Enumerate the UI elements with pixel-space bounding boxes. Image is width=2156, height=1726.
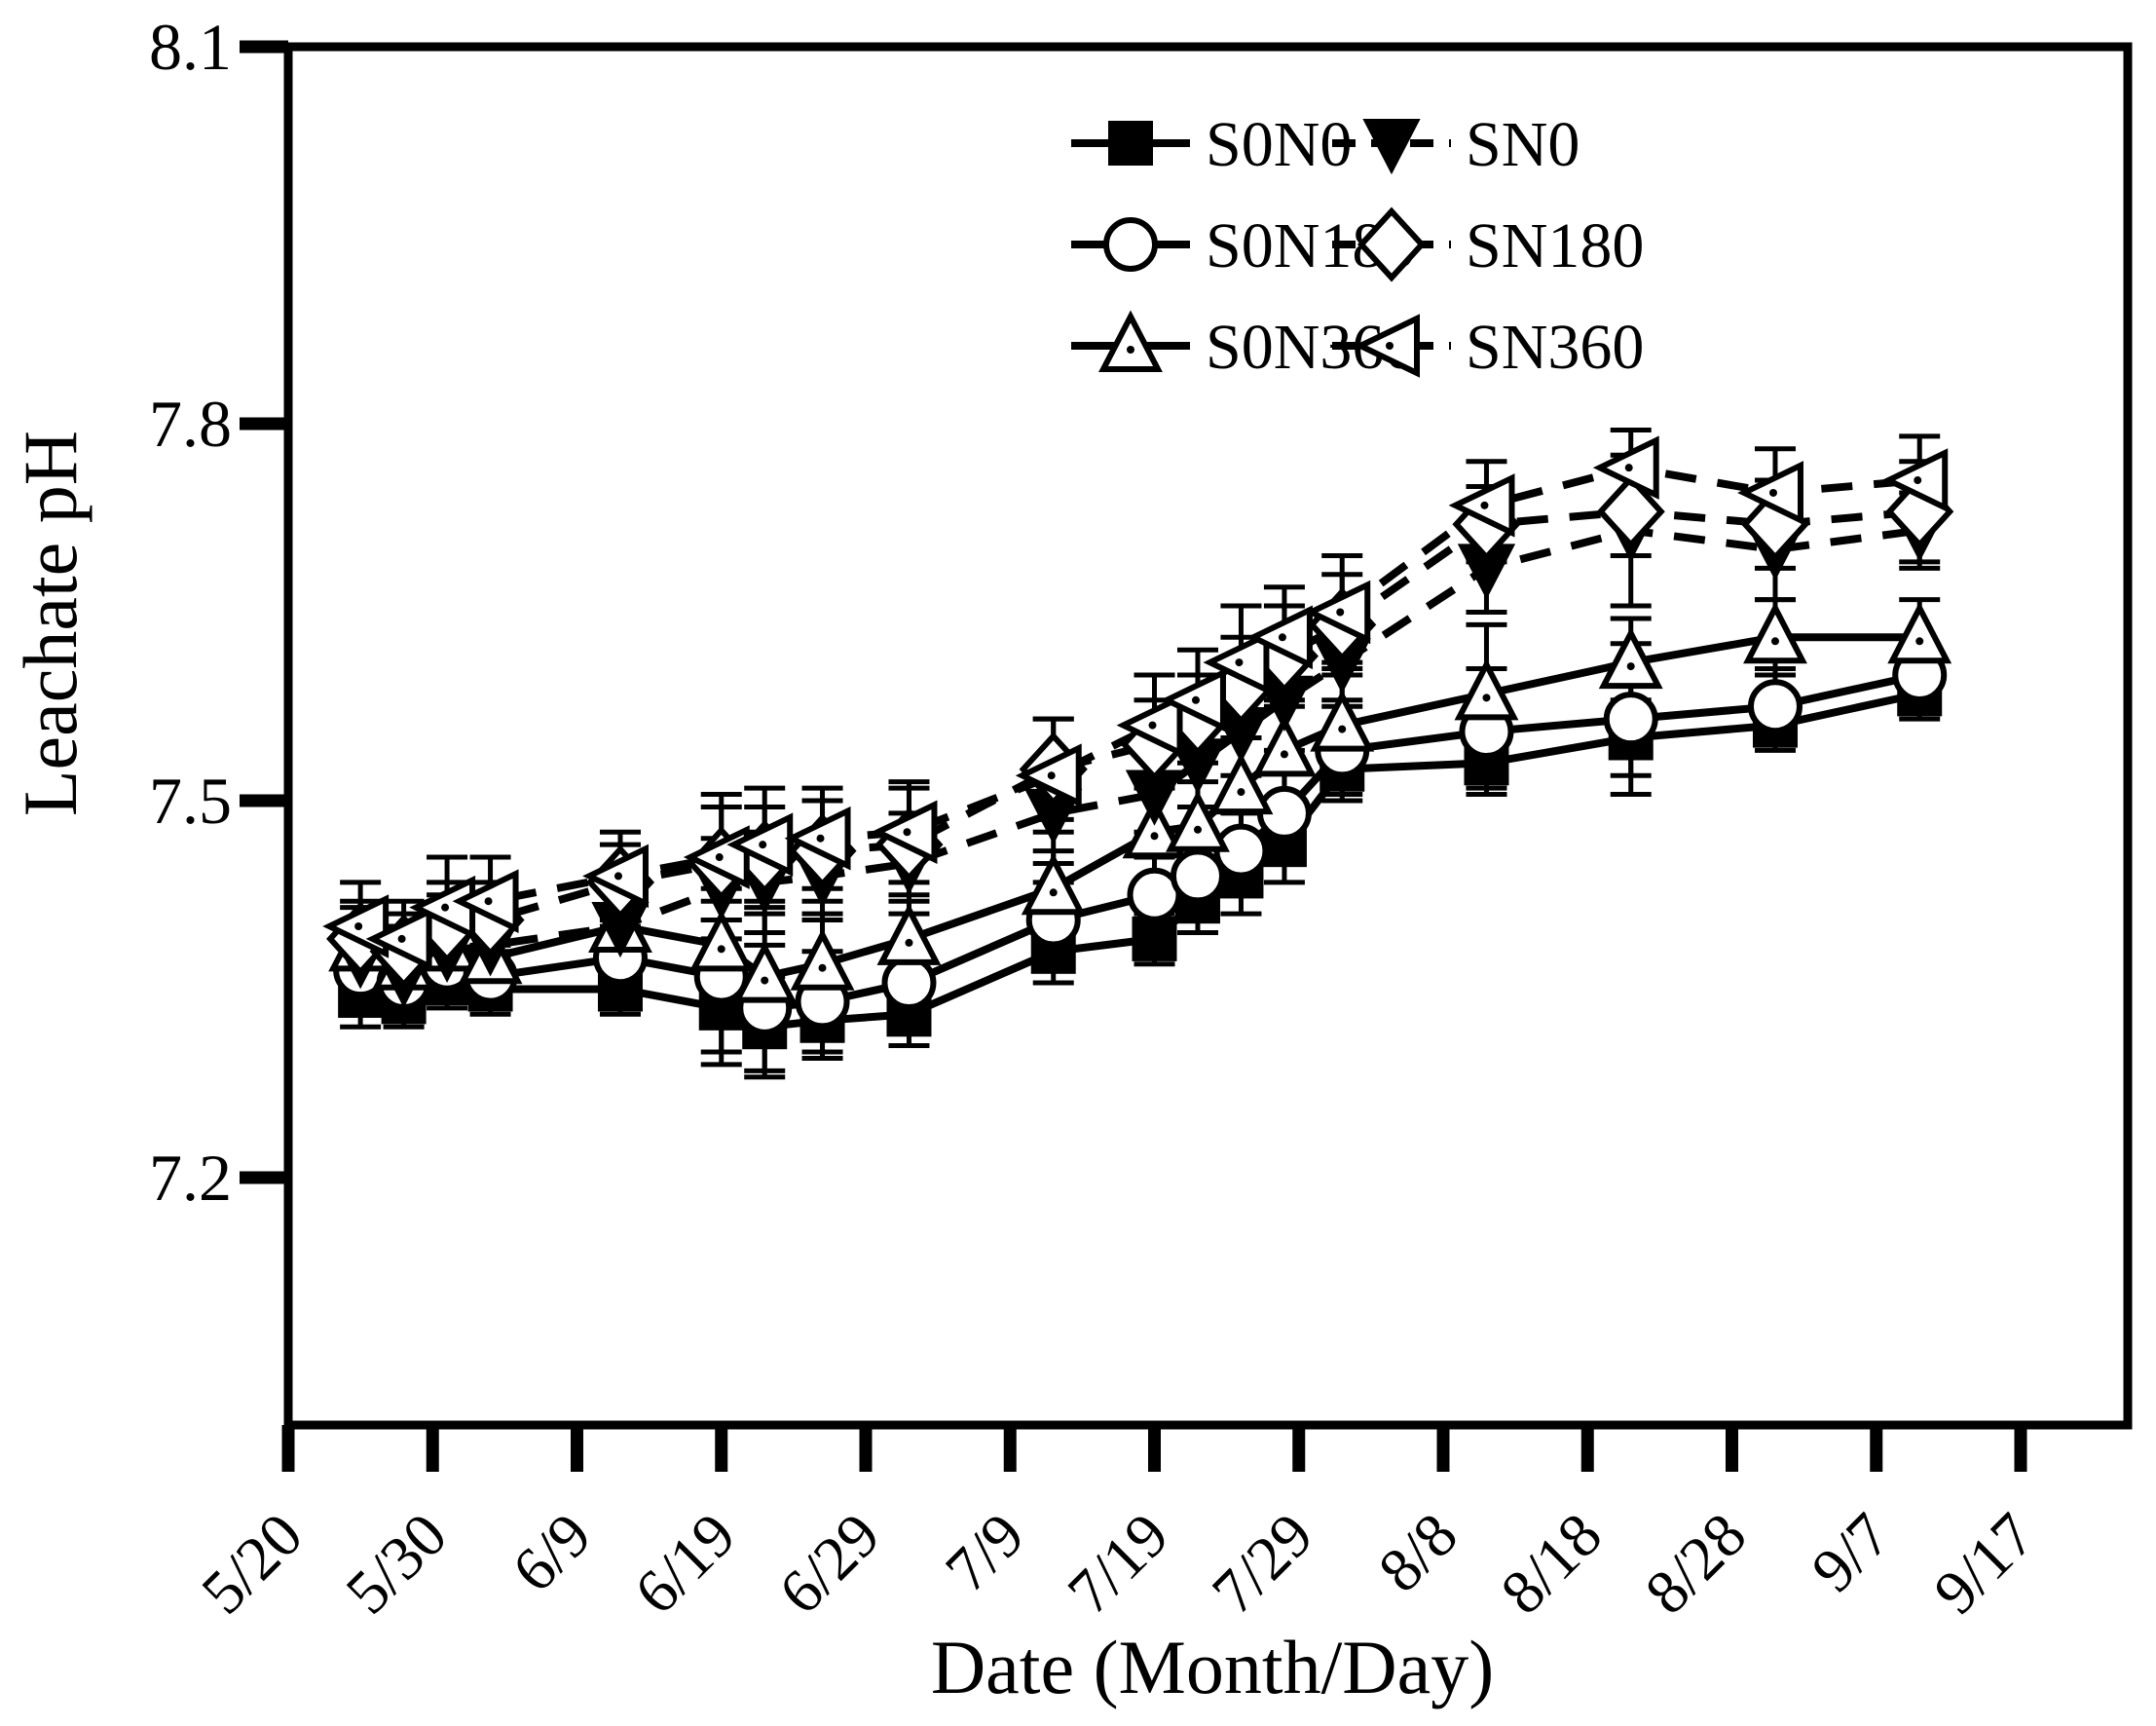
legend-label-SN180: SN180 [1466, 210, 1644, 281]
series-SN360-marker [365, 907, 432, 971]
series-S0N180-marker [1170, 848, 1225, 904]
series-SN360-marker [452, 869, 519, 933]
y-tick-label: 8.1 [149, 10, 232, 84]
x-tick-label: 9/17 [1920, 1500, 2048, 1628]
series-SN360-marker [1448, 473, 1515, 538]
plot-border [283, 42, 2133, 1430]
x-tick-label: 6/9 [499, 1500, 604, 1605]
series-S0N180-marker [1603, 692, 1658, 747]
series-SN360-marker [784, 806, 851, 871]
x-tick-label: 8/28 [1632, 1500, 1760, 1628]
series-S0N360-marker [1743, 601, 1807, 664]
series-S0N360-marker [790, 928, 855, 991]
x-tick-label: 6/19 [621, 1500, 749, 1628]
series-S0N360-marker [876, 903, 942, 965]
series-SN360-marker [1116, 693, 1183, 758]
series-S0N180-marker [1747, 679, 1803, 734]
series-SN360-marker [1737, 461, 1803, 525]
legend-marker-S0N180 [1103, 217, 1158, 272]
series-SN180-marker [1596, 473, 1665, 549]
series-S0N360-marker [1251, 714, 1317, 777]
x-tick-label: 7/9 [932, 1500, 1037, 1605]
series-S0N360-marker [688, 909, 754, 972]
series-S0N360-marker [1208, 752, 1274, 815]
series-SN360-marker [871, 800, 938, 865]
series-SN360-marker [726, 812, 794, 877]
legend-marker-S0N0 [1108, 121, 1153, 166]
legend-label-SN360: SN360 [1466, 312, 1644, 383]
legend-marker-SN360 [1354, 314, 1420, 378]
series-S0N0-marker [1132, 916, 1177, 961]
x-tick-label: 6/29 [765, 1500, 893, 1628]
x-tick-label: 7/29 [1199, 1500, 1326, 1628]
series-S0N360-marker [732, 941, 798, 1003]
series-SN360-marker [1160, 668, 1226, 732]
series-S0N360-marker [1122, 796, 1187, 859]
x-axis-title: Date (Month/Day) [930, 1625, 1495, 1709]
x-tick-label: 9/7 [1799, 1500, 1904, 1605]
series-S0N360-marker [1166, 790, 1230, 852]
series-S0N360-marker [1454, 657, 1519, 721]
legend-label-S0N0: S0N0 [1206, 109, 1352, 180]
series-SN360-marker [1203, 630, 1270, 694]
series-S0N180-marker [881, 956, 937, 1011]
x-tick-label: 8/18 [1487, 1500, 1615, 1628]
y-axis-title: Leachate pH [8, 430, 93, 817]
legend-marker-S0N360 [1098, 310, 1163, 372]
series-SN360-marker [1246, 605, 1313, 670]
series-SN360-marker [582, 844, 649, 909]
x-tick-label: 8/8 [1365, 1500, 1470, 1605]
x-tick-label: 7/19 [1055, 1500, 1182, 1628]
x-tick-label: 5/20 [188, 1500, 316, 1628]
series-S0N360-marker [1598, 626, 1663, 690]
x-tick-label: 5/30 [332, 1500, 460, 1628]
series-S0N360-marker [1310, 690, 1375, 752]
y-tick-label: 7.2 [149, 1141, 232, 1215]
legend-marker-SN180 [1357, 206, 1427, 282]
series-S0N360-marker [1021, 852, 1086, 916]
y-tick-label: 7.5 [149, 764, 232, 838]
legend-marker-SN0 [1362, 119, 1421, 175]
series-SN360-marker [1592, 435, 1659, 500]
series-SN360-marker [1881, 448, 1949, 512]
series-SN360-marker [1015, 743, 1082, 807]
legend-label-SN0: SN0 [1466, 109, 1580, 180]
series-S0N360-marker [1887, 601, 1952, 664]
series-SN360-marker [1304, 580, 1371, 645]
y-tick-label: 7.8 [149, 387, 232, 461]
